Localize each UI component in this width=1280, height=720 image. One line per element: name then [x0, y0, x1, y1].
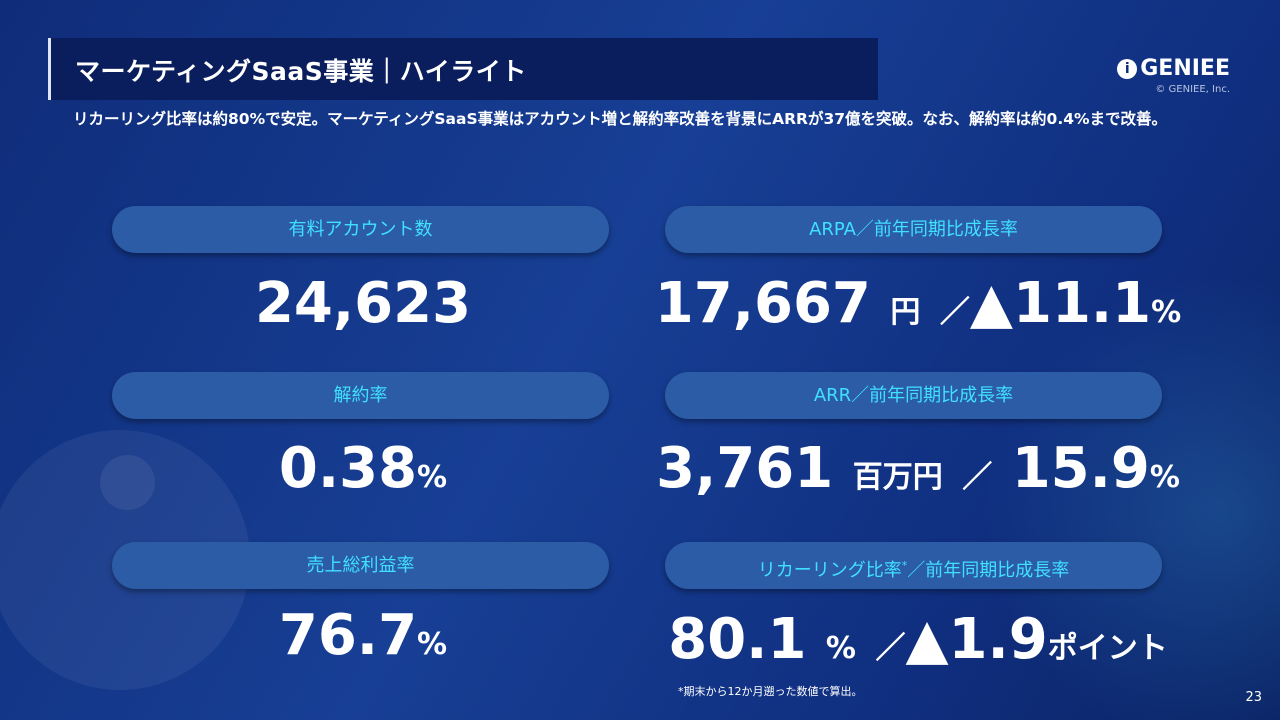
- unit2: %: [1151, 295, 1182, 330]
- label-rest: ／前年同期比成長率: [907, 560, 1070, 581]
- value: 17,667: [654, 271, 871, 336]
- kpi-label-recurring: リカーリング比率*／前年同期比成長率: [665, 542, 1162, 589]
- separator: ／: [875, 631, 906, 666]
- value: 0.38: [278, 436, 418, 501]
- unit: 百万円: [852, 460, 943, 495]
- separator: ／: [939, 295, 970, 330]
- value: 76.7: [278, 603, 418, 668]
- unit: %: [417, 460, 448, 495]
- kpi-value-paid-accounts: 24,623: [93, 274, 633, 334]
- footnote: *期末から12か月遡った数値で算出。: [678, 685, 863, 698]
- logo-text: GENIEE: [1140, 56, 1230, 81]
- logo-i-icon: i: [1117, 58, 1138, 79]
- unit2: ポイント: [1047, 631, 1168, 666]
- value2: ▲1.9: [905, 607, 1048, 672]
- kpi-label-arpa: ARPA／前年同期比成長率: [665, 206, 1162, 253]
- kpi-value-gross-margin: 76.7%: [93, 606, 633, 675]
- unit2: %: [1149, 460, 1180, 495]
- copyright: © GENIEE, Inc.: [1155, 84, 1230, 95]
- network-decoration: [980, 200, 1280, 720]
- page-title: マーケティングSaaS事業｜ハイライト: [75, 57, 527, 86]
- value: 80.1: [668, 607, 807, 672]
- kpi-value-arpa: 17,667 円 ／▲11.1%: [648, 274, 1188, 343]
- footnote-mark: *: [901, 559, 908, 572]
- background-logo-dot: [100, 455, 155, 510]
- kpi-label-paid-accounts: 有料アカウント数: [112, 206, 609, 253]
- label: リカーリング比率: [757, 560, 902, 581]
- kpi-label-arr: ARR／前年同期比成長率: [665, 372, 1162, 419]
- lead-text: リカーリング比率は約80%で安定。マーケティングSaaS事業はアカウント増と解約…: [73, 110, 1168, 128]
- kpi-label-churn: 解約率: [112, 372, 609, 419]
- value2: 15.9: [1011, 436, 1150, 501]
- unit: 円: [890, 295, 921, 330]
- value2: ▲11.1: [969, 271, 1152, 336]
- separator: ／: [962, 460, 993, 495]
- kpi-value-recurring: 80.1 % ／▲1.9ポイント: [648, 610, 1188, 679]
- page-number: 23: [1245, 690, 1262, 705]
- geniee-logo: i GENIEE: [1117, 56, 1230, 81]
- value: 3,761: [656, 436, 834, 501]
- title-bar: マーケティングSaaS事業｜ハイライト: [48, 38, 878, 100]
- unit: %: [825, 631, 856, 666]
- kpi-label-gross-margin: 売上総利益率: [112, 542, 609, 589]
- value: 24,623: [254, 271, 472, 336]
- unit: %: [417, 627, 448, 662]
- kpi-value-churn: 0.38%: [93, 439, 633, 508]
- kpi-value-arr: 3,761 百万円 ／ 15.9%: [648, 439, 1188, 508]
